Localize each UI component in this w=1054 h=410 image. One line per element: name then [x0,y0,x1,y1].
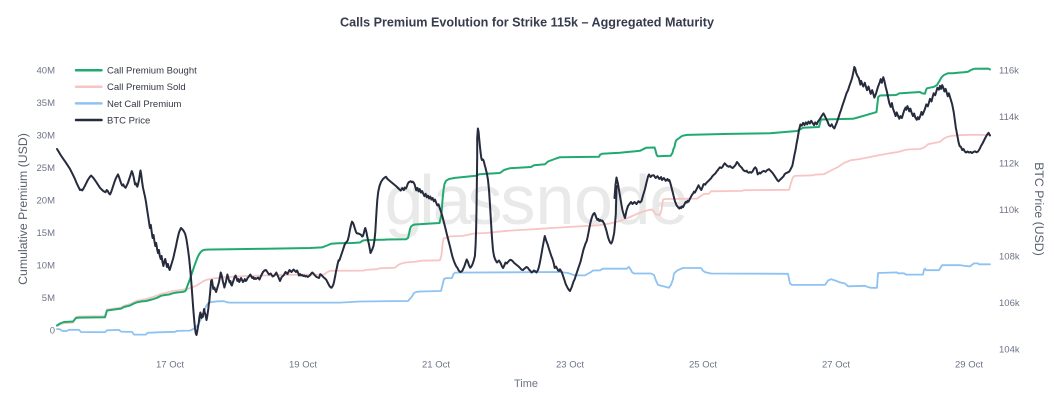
svg-text:104k: 104k [999,344,1020,355]
svg-text:110k: 110k [999,205,1019,216]
svg-text:s: s [501,161,536,239]
svg-text:n: n [536,161,575,239]
svg-text:112k: 112k [999,158,1019,169]
svg-text:Call Premium Bought: Call Premium Bought [107,66,197,77]
svg-text:19 Oct: 19 Oct [289,360,317,371]
svg-text:0: 0 [50,325,55,336]
svg-text:5M: 5M [42,293,55,304]
svg-text:Calls Premium Evolution for St: Calls Premium Evolution for Strike 115k … [340,16,714,30]
svg-text:29 Oct: 29 Oct [955,360,983,371]
svg-text:116k: 116k [999,65,1019,76]
svg-text:BTC Price (USD): BTC Price (USD) [1032,162,1046,256]
svg-text:17 Oct: 17 Oct [156,360,184,371]
svg-text:Call Premium Sold: Call Premium Sold [107,82,186,93]
svg-text:e: e [650,161,689,239]
svg-text:35M: 35M [37,98,56,109]
svg-text:106k: 106k [999,298,1020,309]
svg-text:g: g [385,161,424,239]
svg-text:114k: 114k [999,112,1019,123]
svg-text:15M: 15M [37,228,56,239]
svg-text:30M: 30M [37,130,56,141]
svg-text:27 Oct: 27 Oct [822,360,850,371]
svg-text:21 Oct: 21 Oct [422,360,450,371]
svg-text:Cumulative Premium (USD): Cumulative Premium (USD) [16,133,30,285]
svg-text:108k: 108k [999,251,1020,262]
svg-text:o: o [574,161,613,239]
svg-text:d: d [612,161,651,239]
svg-text:l: l [419,161,435,239]
svg-text:Time: Time [514,378,538,390]
svg-text:Net Call Premium: Net Call Premium [107,99,182,110]
svg-text:a: a [433,161,472,239]
svg-text:25 Oct: 25 Oct [689,360,717,371]
svg-text:25M: 25M [37,163,56,174]
svg-text:BTC Price: BTC Price [107,115,150,126]
svg-text:10M: 10M [37,260,56,271]
svg-text:40M: 40M [37,65,56,76]
svg-text:20M: 20M [37,195,56,206]
svg-text:23 Oct: 23 Oct [556,360,584,371]
